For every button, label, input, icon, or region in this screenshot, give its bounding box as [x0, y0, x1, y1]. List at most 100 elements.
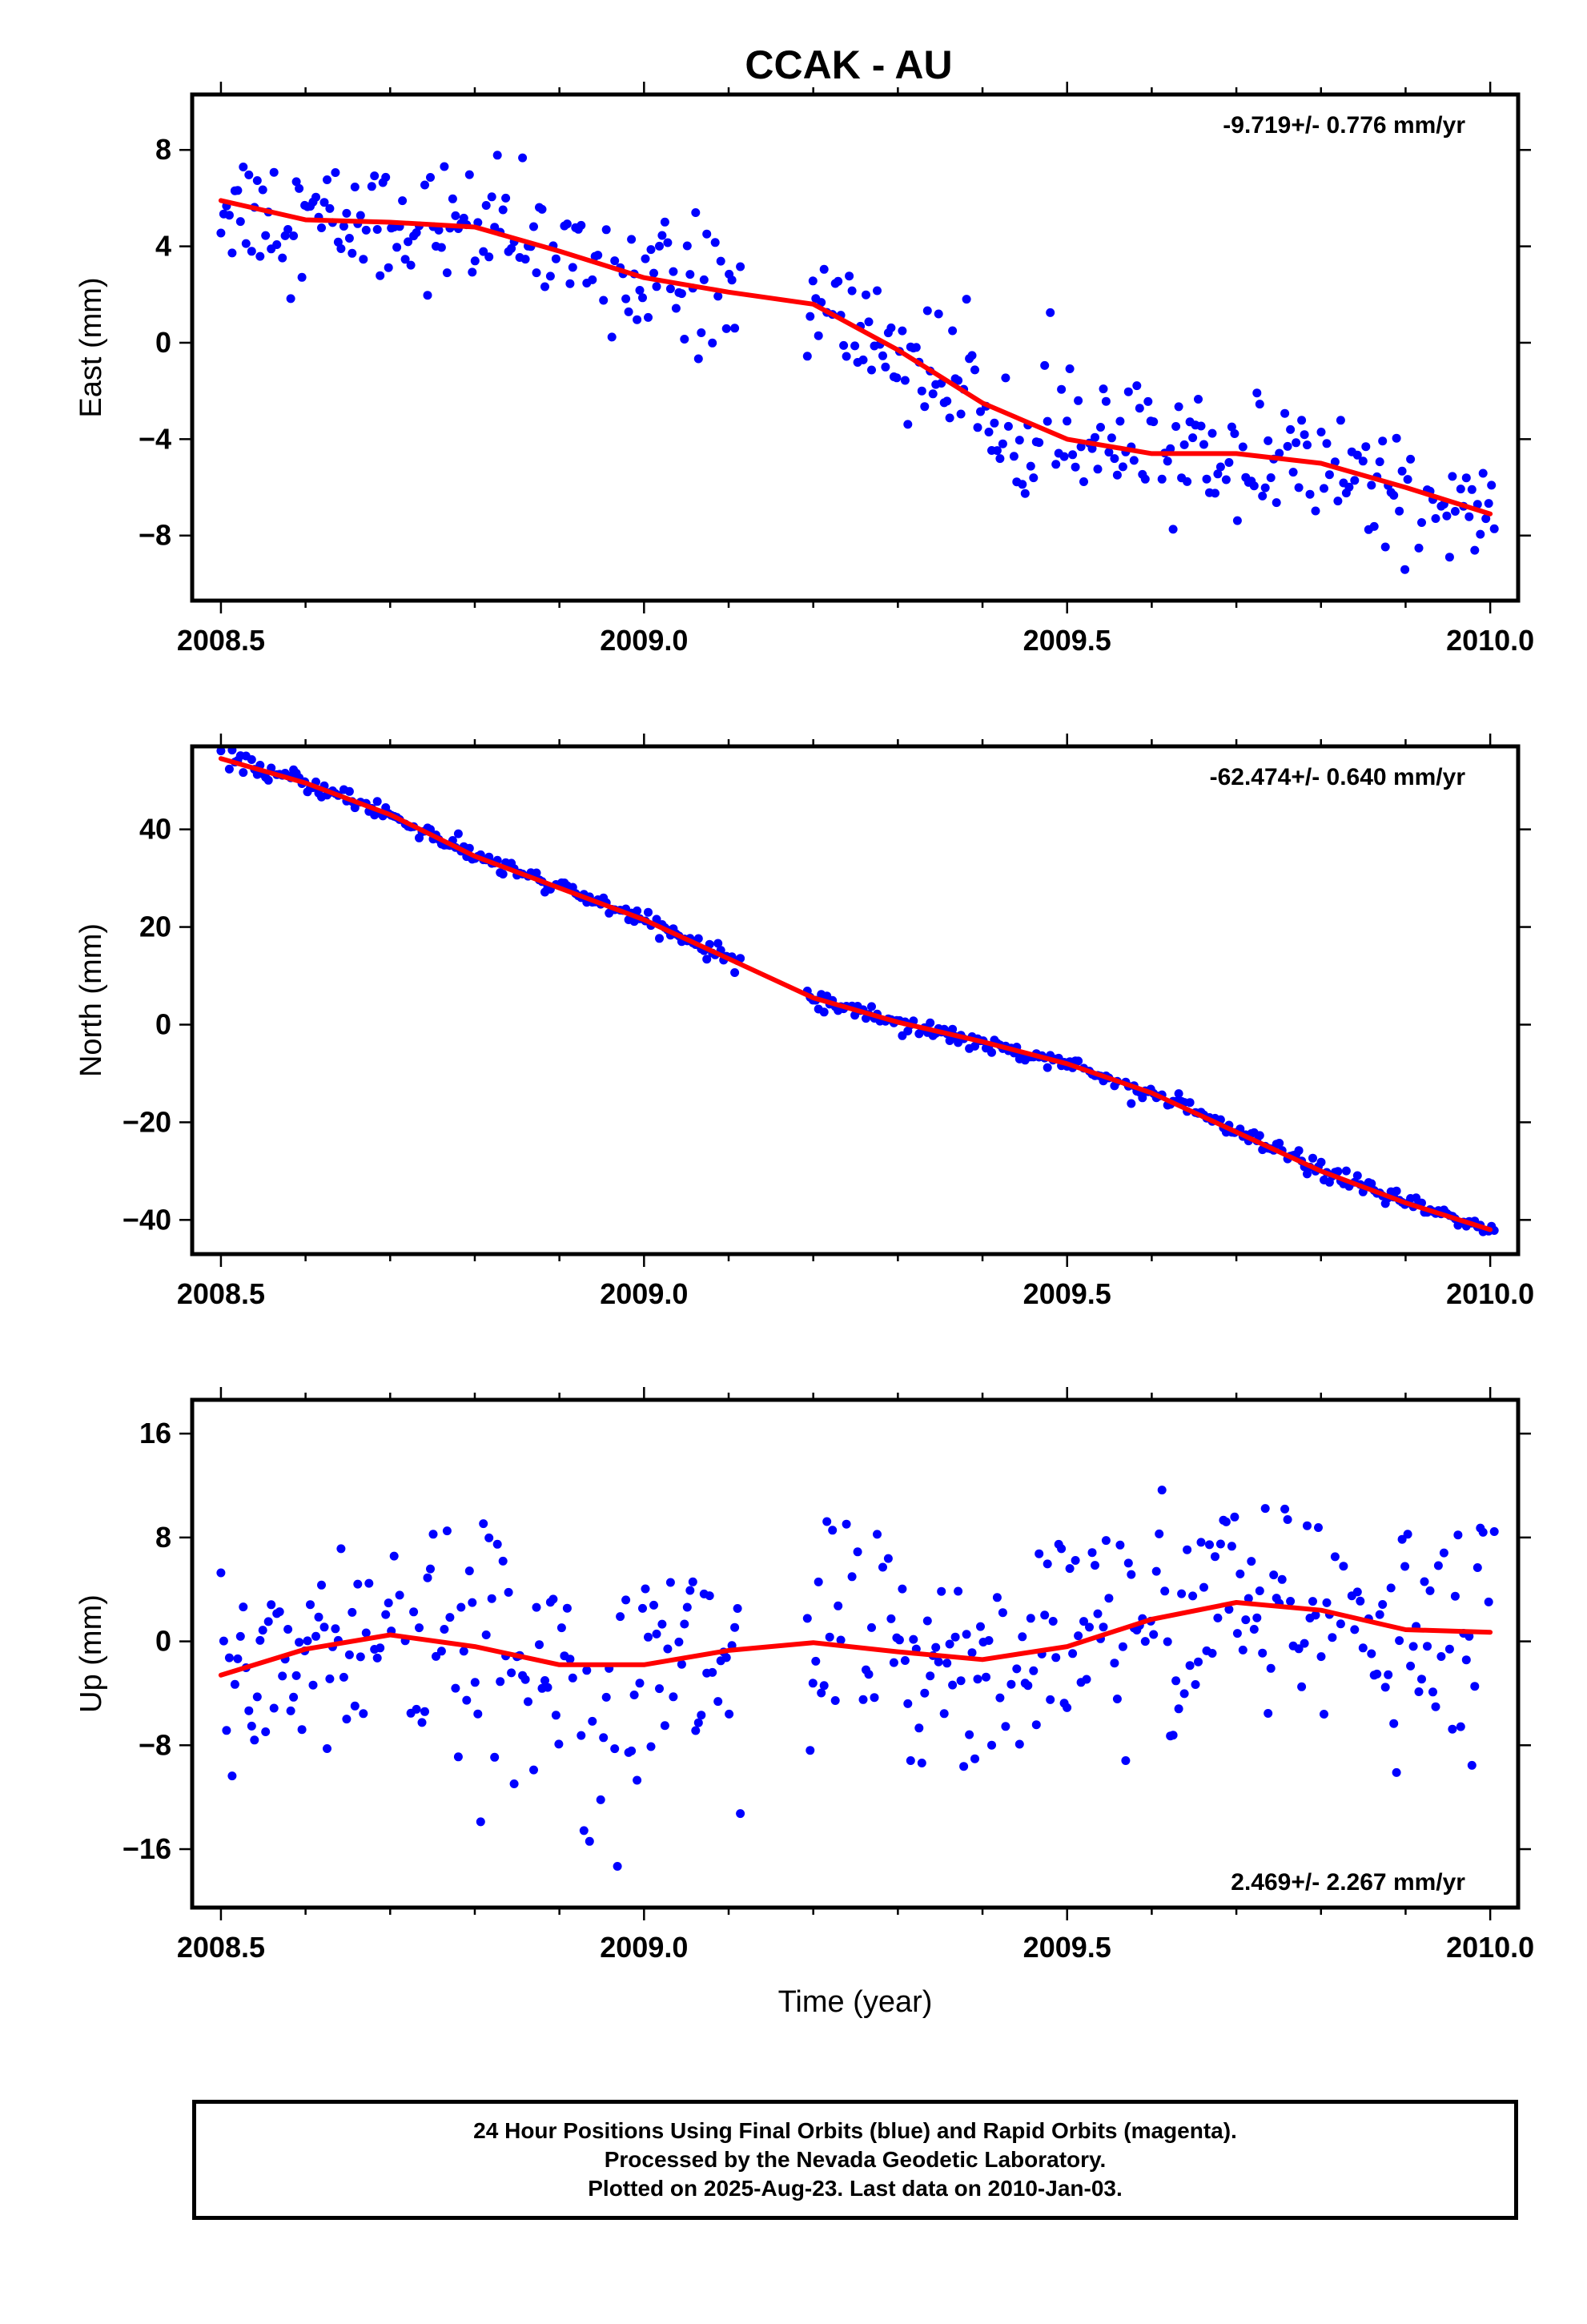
data-point: [456, 1602, 466, 1612]
data-point: [1352, 1171, 1362, 1180]
data-point: [1014, 1739, 1024, 1749]
data-point: [942, 1659, 952, 1668]
data-point: [1380, 542, 1390, 552]
data-point: [492, 1539, 502, 1549]
data-point: [920, 1688, 930, 1698]
data-point: [1118, 462, 1127, 472]
data-point: [317, 1580, 326, 1590]
data-point: [1311, 1610, 1320, 1620]
data-point: [1444, 553, 1454, 562]
data-point: [224, 1653, 234, 1663]
data-point: [1063, 416, 1072, 426]
data-point: [1211, 489, 1219, 498]
data-point: [937, 1586, 946, 1596]
data-point: [426, 173, 435, 182]
data-point: [638, 1603, 647, 1613]
data-point: [992, 446, 1002, 456]
data-point: [484, 252, 494, 262]
data-point: [241, 239, 251, 248]
data-point: [295, 183, 304, 193]
data-point: [733, 1604, 742, 1613]
data-point: [1397, 466, 1407, 476]
data-point: [308, 1680, 318, 1690]
data-point: [1132, 381, 1142, 391]
data-point: [479, 247, 488, 256]
data-point: [710, 238, 720, 247]
data-point: [1057, 384, 1067, 394]
data-point: [1051, 460, 1061, 469]
data-point: [850, 341, 860, 351]
data-point: [1074, 1631, 1083, 1641]
north-axis-label: North (mm): [74, 923, 108, 1077]
data-point: [1074, 396, 1083, 405]
data-point: [911, 343, 921, 352]
data-point: [864, 317, 874, 327]
data-point: [992, 1593, 1002, 1602]
data-point: [903, 1699, 913, 1708]
data-point: [1444, 1644, 1454, 1654]
data-point: [873, 286, 882, 296]
data-point: [873, 1530, 882, 1539]
data-point: [998, 1608, 1007, 1618]
data-point: [1211, 1552, 1219, 1562]
data-point: [1472, 500, 1482, 509]
data-point: [275, 1607, 284, 1617]
data-point: [730, 1622, 740, 1632]
data-point: [697, 1711, 706, 1720]
data-point: [1258, 1648, 1268, 1658]
data-point: [967, 1648, 977, 1658]
data-point: [554, 1739, 564, 1749]
data-point: [400, 255, 410, 264]
data-point: [1408, 1642, 1418, 1651]
data-point: [247, 755, 256, 764]
data-point: [545, 271, 555, 281]
data-point: [261, 231, 271, 240]
data-point: [233, 186, 243, 195]
data-point: [289, 1692, 299, 1702]
data-point: [847, 286, 857, 296]
data-point: [1199, 1582, 1208, 1592]
data-point: [1143, 396, 1153, 406]
data-point: [1232, 516, 1242, 525]
data-point: [1224, 458, 1234, 467]
data-point: [1294, 1644, 1304, 1654]
data-point: [1099, 384, 1108, 394]
data-point: [1395, 506, 1404, 516]
data-point: [1286, 1597, 1296, 1606]
footer-line-2: Processed by the Nevada Geodetic Laborat…: [604, 2147, 1107, 2172]
data-point: [1196, 421, 1206, 431]
data-point: [601, 225, 611, 235]
data-point: [1344, 482, 1354, 492]
data-point: [828, 1526, 838, 1535]
data-point: [917, 386, 926, 396]
data-point: [462, 1695, 472, 1705]
data-point: [1048, 1617, 1058, 1626]
data-point: [1414, 1687, 1424, 1696]
data-point: [644, 907, 653, 917]
data-point: [693, 354, 703, 364]
data-point: [806, 312, 815, 321]
data-point: [931, 1642, 941, 1652]
data-point: [1467, 1760, 1477, 1770]
data-point: [579, 1826, 589, 1835]
data-point: [834, 276, 843, 286]
data-point: [962, 1630, 971, 1639]
data-point: [984, 1636, 994, 1645]
data-point: [663, 238, 673, 247]
data-point: [886, 323, 896, 332]
data-point: [1305, 489, 1315, 499]
data-point: [244, 1706, 254, 1715]
data-point: [1275, 1139, 1284, 1148]
data-point: [1425, 1586, 1435, 1595]
data-point: [565, 279, 575, 288]
data-point: [404, 237, 413, 247]
data-point: [721, 1653, 731, 1663]
data-point: [1367, 480, 1376, 490]
data-point: [677, 1659, 686, 1669]
data-point: [705, 1591, 714, 1601]
data-point: [1121, 1756, 1131, 1765]
x-axis-label: Time (year): [778, 1985, 933, 2019]
data-point: [995, 1693, 1005, 1703]
data-point: [1456, 1722, 1465, 1731]
data-point: [445, 1613, 455, 1622]
